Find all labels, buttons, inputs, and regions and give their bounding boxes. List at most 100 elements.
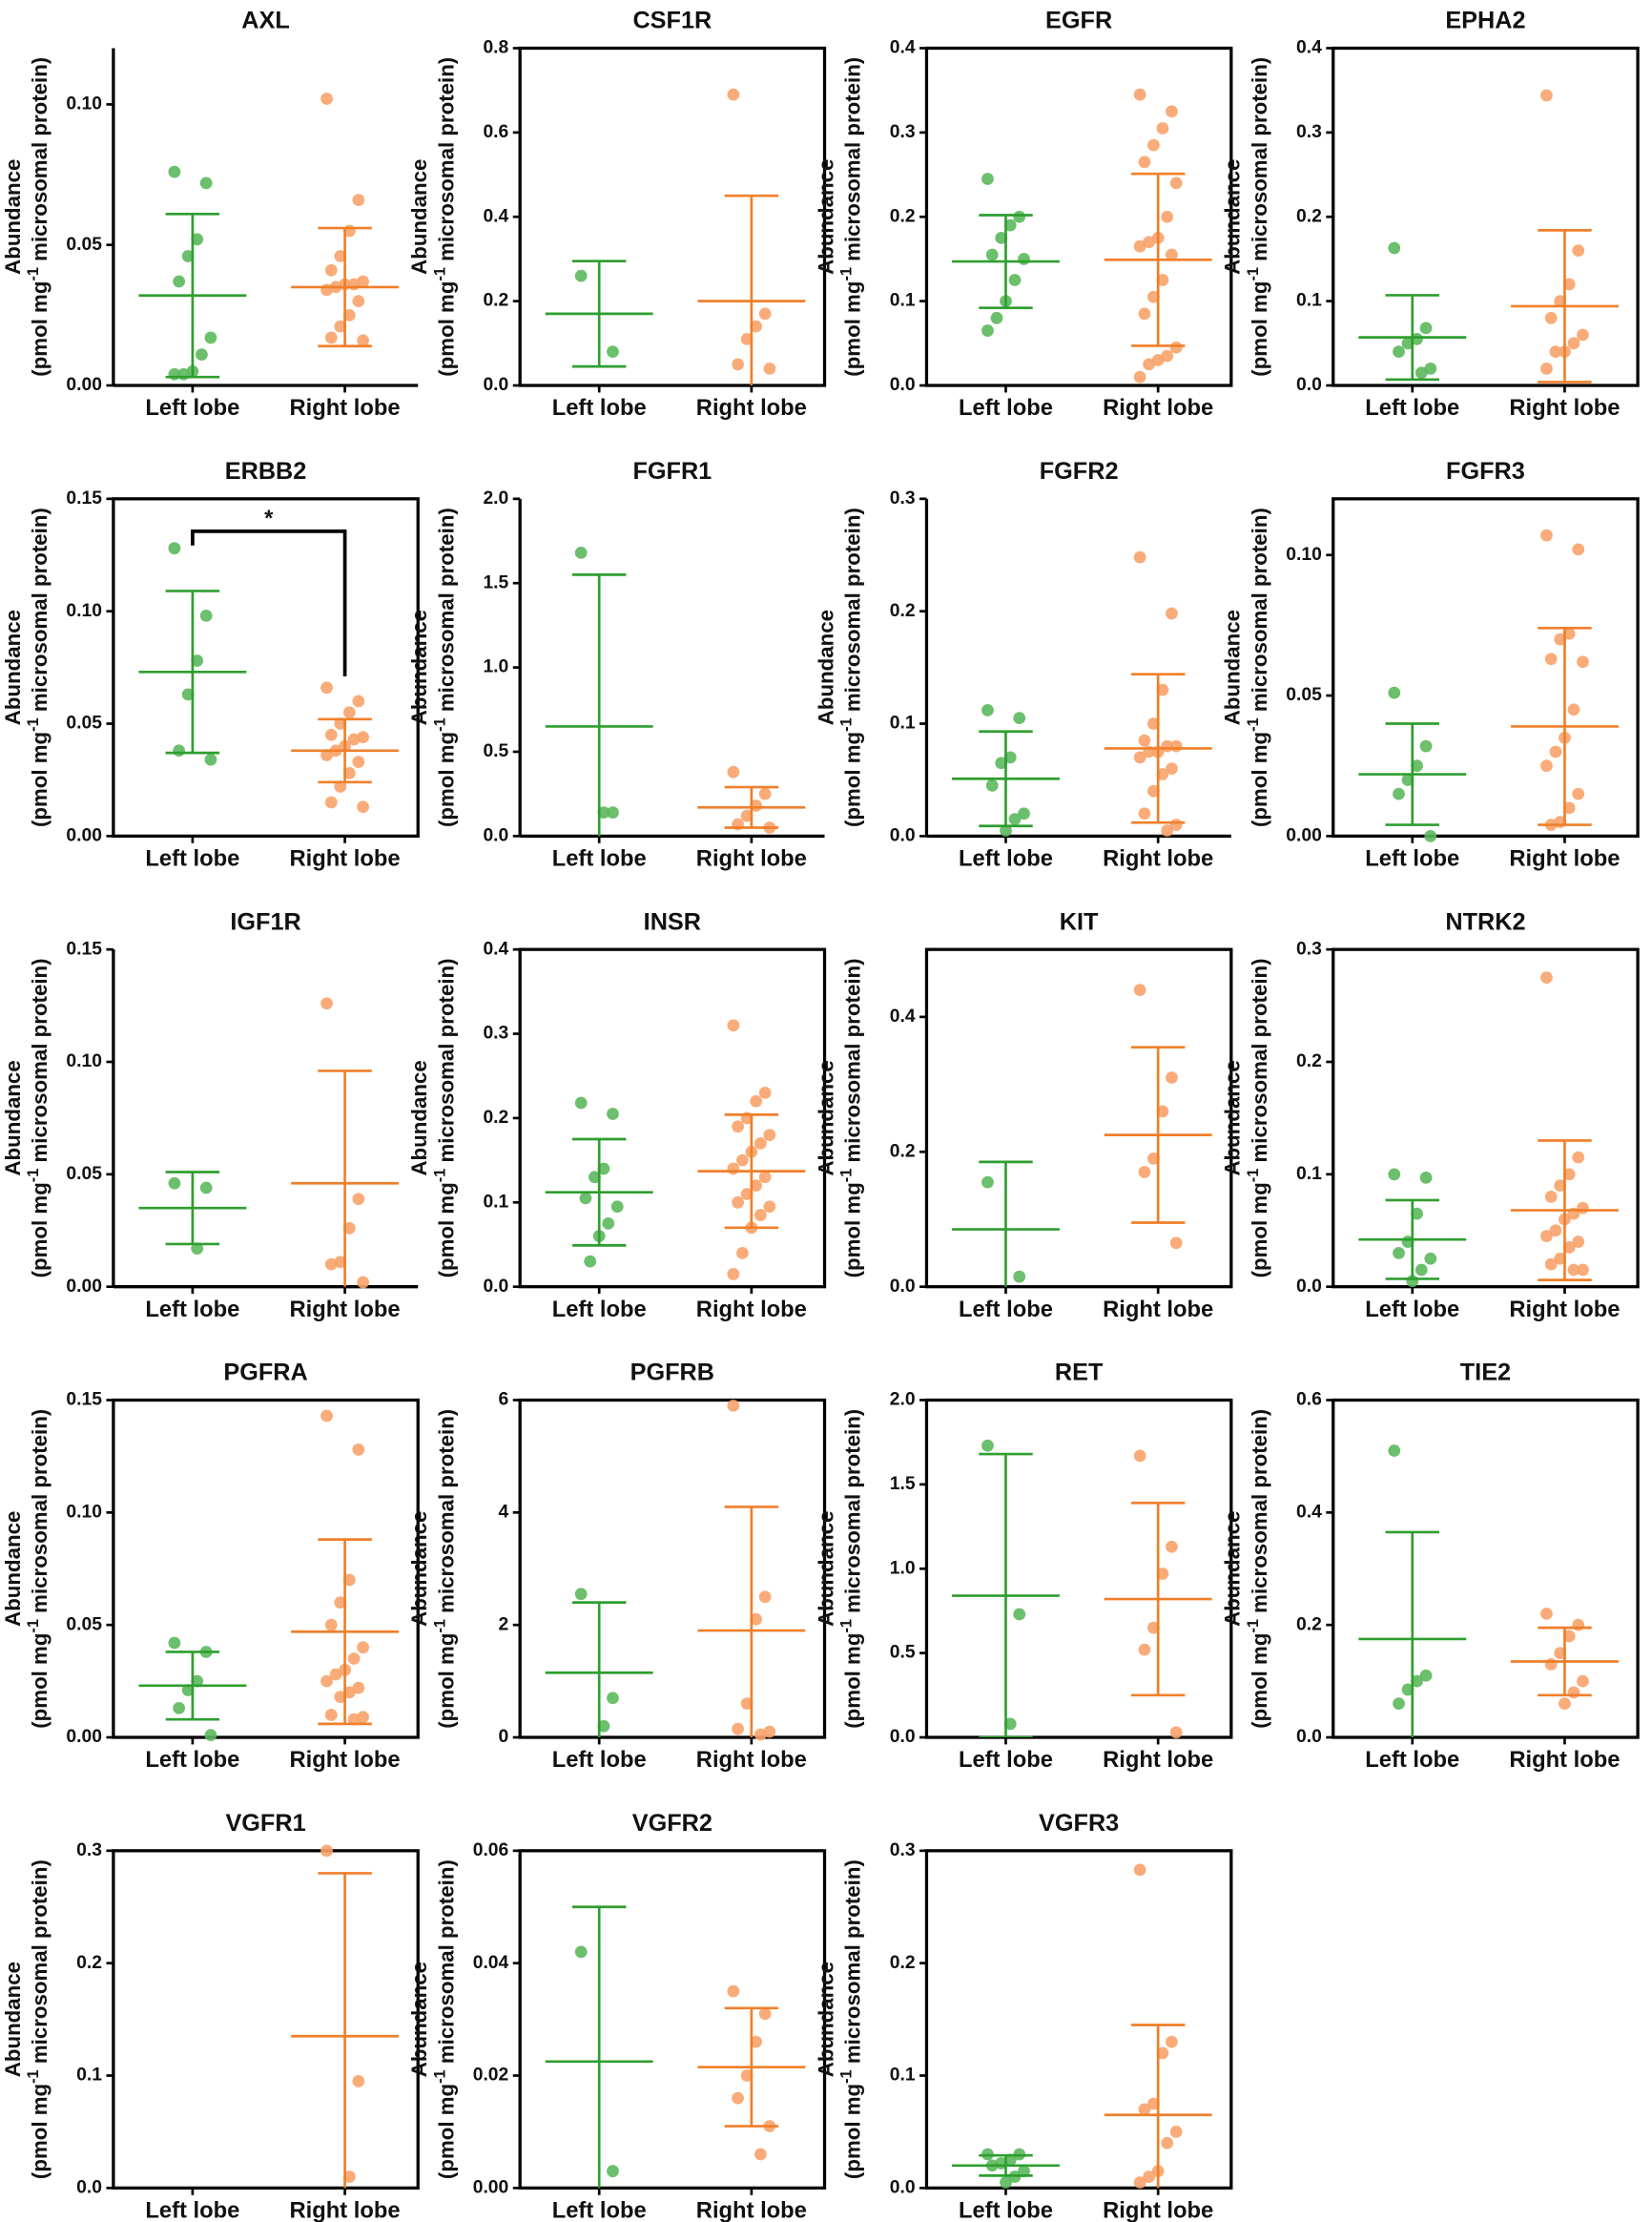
data-point <box>1540 759 1553 773</box>
y-axis-label: Abundance <box>814 159 837 275</box>
data-point <box>1567 703 1580 716</box>
y-axis-label: Abundance <box>1221 1060 1245 1175</box>
y-label-part: (pmol mg <box>434 1182 458 1277</box>
y-axis-label: Abundance <box>1221 610 1245 725</box>
data-point <box>732 358 744 371</box>
data-point <box>196 348 208 361</box>
y-axis-label: Abundance <box>814 610 837 725</box>
data-point <box>1577 1263 1589 1277</box>
y-tick-label: 0 <box>499 1727 509 1747</box>
x-tick-label: Left lobe <box>1365 846 1459 872</box>
y-tick-label: 0.02 <box>473 2066 509 2086</box>
y-label-part: microsomal protein) <box>434 958 458 1168</box>
data-point <box>1143 358 1156 371</box>
y-axis-label: Abundance <box>814 1962 837 2077</box>
data-point <box>342 1573 356 1587</box>
y-axis-label: (pmol mg-1 microsomal protein) <box>25 508 52 827</box>
data-point <box>1138 1166 1151 1178</box>
plot-frame <box>518 46 827 387</box>
y-tick-label: 0.10 <box>66 94 102 114</box>
data-point <box>574 269 588 282</box>
y-axis-label: Abundance <box>1 1511 25 1627</box>
data-point <box>1133 984 1146 996</box>
significance-label: * <box>264 506 274 531</box>
x-tick-label: Right lobe <box>696 846 807 872</box>
y-axis-label: Abundance <box>1 1060 25 1175</box>
data-point <box>1554 295 1567 308</box>
data-point <box>1147 717 1160 730</box>
data-point <box>732 1195 744 1209</box>
y-label-part: (pmol mg <box>28 281 52 377</box>
data-point <box>1151 354 1165 366</box>
y-label-part: microsomal protein) <box>434 57 458 267</box>
x-tick-label: Right lobe <box>696 395 807 421</box>
panel: CSF1R Abundance(pmol mg-1 microsomal prot… <box>407 8 827 421</box>
x-tick-label: Right lobe <box>290 395 401 421</box>
data-point <box>732 2091 744 2105</box>
data-point <box>754 1728 767 1741</box>
data-point <box>347 1713 361 1726</box>
data-point <box>607 806 619 819</box>
data-point <box>754 2148 767 2161</box>
panel-title: TIE2 <box>1460 1360 1511 1386</box>
x-tick-label: Left lobe <box>552 395 647 421</box>
y-label-part: (pmol mg <box>841 732 865 827</box>
y-tick-label: 0.4 <box>890 1007 916 1027</box>
data-point <box>1161 2136 1174 2149</box>
data-point <box>727 765 740 779</box>
data-point <box>352 194 365 206</box>
y-axis-label: Abundance <box>407 1962 431 2077</box>
data-point <box>320 681 333 695</box>
y-label-part: microsomal protein) <box>841 57 865 267</box>
y-label-part: microsomal protein) <box>1248 958 1271 1168</box>
data-point <box>352 2075 365 2087</box>
data-point <box>981 1175 994 1189</box>
error-bar-group <box>545 260 653 368</box>
error-bar-group <box>1358 722 1467 826</box>
data-point <box>727 1268 740 1280</box>
plot-frame <box>1332 497 1640 838</box>
y-tick-label: 0.15 <box>66 1390 102 1410</box>
panel: PGFRB Abundance(pmol mg-1 microsomal prot… <box>407 1360 827 1773</box>
y-axis-label: Abundance <box>407 1511 431 1627</box>
panel: VGFR3 Abundance(pmol mg-1 microsomal prot… <box>814 1810 1233 2222</box>
data-point <box>732 1722 744 1735</box>
y-axis-label: (pmol mg-1 microsomal protein) <box>431 508 458 827</box>
data-point <box>334 780 347 793</box>
data-point <box>1156 768 1169 780</box>
data-point <box>1562 1241 1576 1254</box>
y-tick-label: 0.05 <box>66 235 102 255</box>
panel: VGFR2 Abundance(pmol mg-1 microsomal prot… <box>407 1810 827 2222</box>
data-point <box>1393 1697 1405 1711</box>
error-bar-group <box>1104 673 1212 824</box>
data-point <box>1138 734 1151 747</box>
y-label-sup: -1 <box>838 1169 856 1183</box>
y-tick-label: 0.0 <box>1296 1277 1322 1297</box>
y-label-part: (pmol mg <box>434 732 458 827</box>
data-point <box>324 728 338 741</box>
data-point <box>1147 1621 1160 1634</box>
data-point <box>1544 311 1558 324</box>
data-point <box>1572 1151 1585 1164</box>
y-label-part: microsomal protein) <box>841 958 865 1168</box>
plot-frame <box>112 1849 420 2190</box>
y-tick-label: 0.2 <box>483 1108 508 1128</box>
data-point <box>579 1192 592 1205</box>
error-bar-group <box>952 2153 1060 2177</box>
data-point <box>1013 712 1026 725</box>
data-point <box>750 320 763 333</box>
data-point <box>1393 345 1405 359</box>
y-tick-label: 0.00 <box>66 825 102 845</box>
x-tick-label: Right lobe <box>1103 1747 1213 1773</box>
data-point <box>1147 784 1160 798</box>
panel-title: EGFR <box>1045 8 1112 34</box>
data-point <box>1169 1726 1183 1739</box>
data-point <box>324 1709 338 1721</box>
y-axis-label: (pmol mg-1 microsomal protein) <box>25 1409 52 1729</box>
y-tick-label: 0.0 <box>890 1727 916 1747</box>
data-point <box>1018 807 1030 820</box>
x-tick-label: Left lobe <box>145 1747 239 1773</box>
plot-frame <box>518 947 827 1289</box>
data-point <box>1013 1270 1026 1283</box>
x-tick-label: Left lobe <box>959 846 1053 872</box>
